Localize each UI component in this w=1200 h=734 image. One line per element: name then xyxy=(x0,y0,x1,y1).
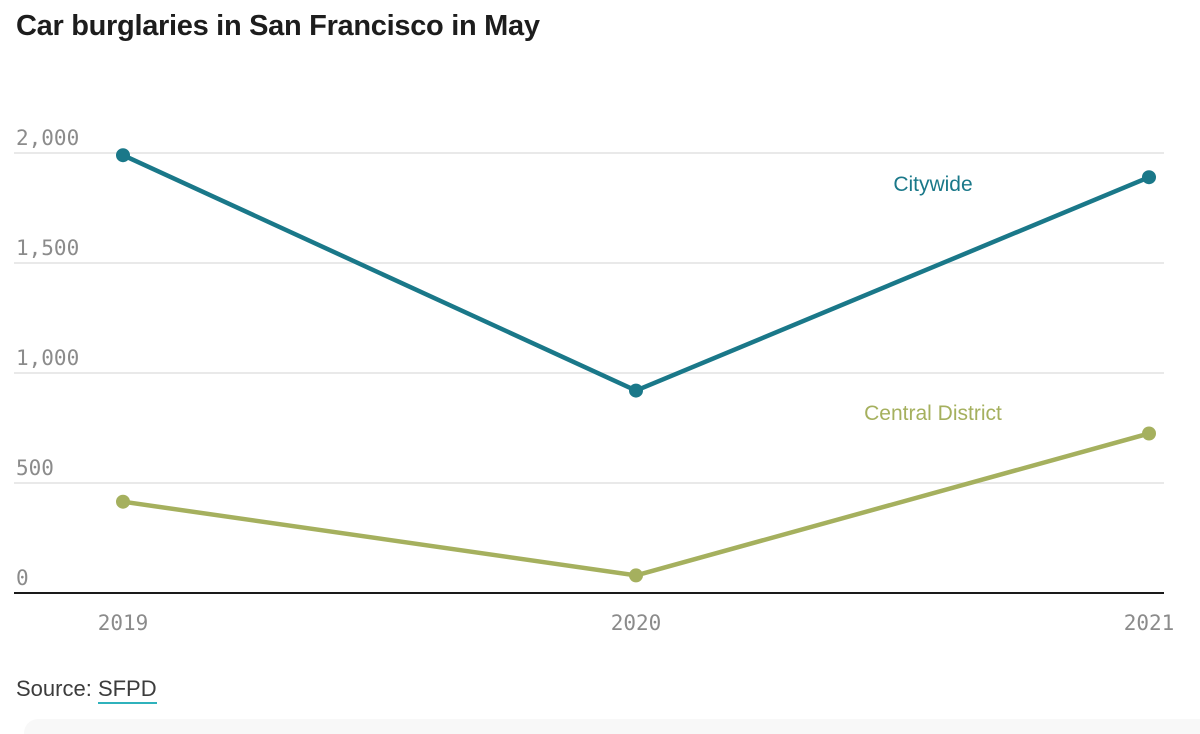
series-layer xyxy=(116,148,1156,583)
y-tick-label-2000: 2,000 xyxy=(16,126,79,150)
data-point-central-district-2021[interactable] xyxy=(1142,426,1156,441)
data-point-citywide-2021[interactable] xyxy=(1142,170,1156,185)
y-tick-label-1000: 1,000 xyxy=(16,346,79,370)
x-tick-label-2020: 2020 xyxy=(611,611,662,635)
source-line: Source: SFPD xyxy=(16,676,157,704)
data-point-central-district-2019[interactable] xyxy=(116,494,130,509)
y-tick-label-0: 0 xyxy=(16,566,29,590)
y-tick-label-1500: 1,500 xyxy=(16,236,79,260)
source-link[interactable]: SFPD xyxy=(97,676,157,704)
y-tick-label-500: 500 xyxy=(16,456,54,480)
series-line-central-district xyxy=(120,431,1152,578)
page-bottom-strip xyxy=(24,719,1200,734)
series-label-citywide: Citywide xyxy=(893,173,972,196)
chart-title: Car burglaries in San Francisco in May xyxy=(16,10,540,42)
series-label-central-district: Central District xyxy=(864,402,1002,425)
data-point-citywide-2020[interactable] xyxy=(629,383,643,398)
series-line-citywide xyxy=(120,152,1152,393)
x-tick-label-2021: 2021 xyxy=(1124,611,1175,635)
data-point-citywide-2019[interactable] xyxy=(116,148,130,163)
grid-layer xyxy=(14,152,1164,594)
x-tick-label-2019: 2019 xyxy=(98,611,149,635)
source-label: Source: xyxy=(16,676,98,701)
data-point-central-district-2020[interactable] xyxy=(629,568,643,583)
